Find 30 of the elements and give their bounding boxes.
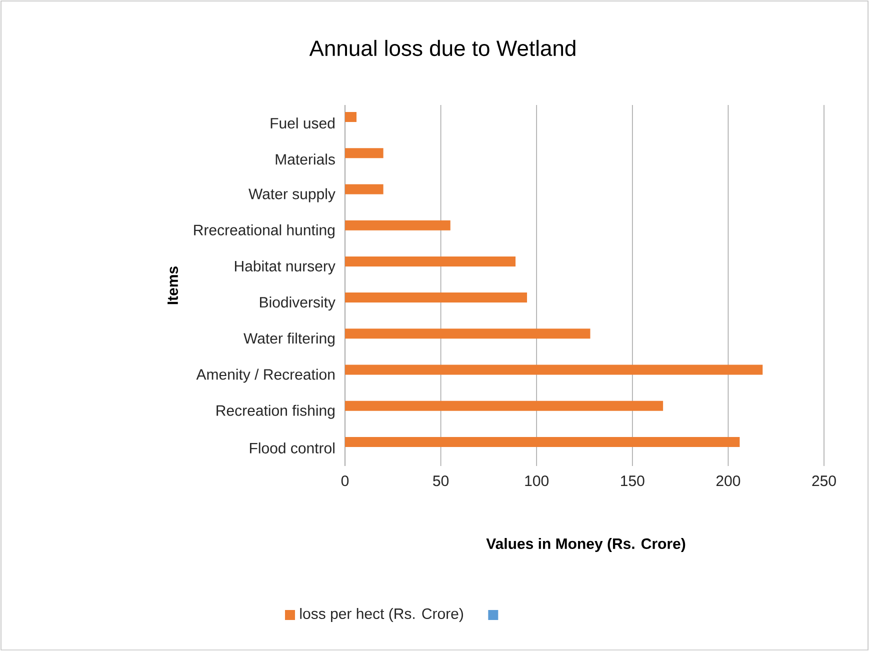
chart-title: Annual loss due to Wetland — [309, 40, 576, 56]
legend-label: loss per hect (Rs. Crore) — [300, 608, 464, 622]
y-tick-label: Water supply — [248, 188, 336, 202]
bar — [345, 400, 664, 411]
y-tick-label: Materials — [276, 154, 335, 165]
bar — [345, 292, 528, 303]
x-tick-label: 100 — [525, 476, 549, 486]
y-tick-label: Biodiversity — [260, 296, 336, 311]
bar — [345, 112, 356, 122]
x-tick-label: 200 — [716, 476, 740, 486]
bar — [345, 148, 384, 158]
y-tick-label: Recreation fishing — [216, 404, 334, 419]
bar — [345, 220, 450, 230]
x-axis-title: Values in Money (Rs. Crore) — [486, 538, 686, 552]
y-tick-label: Fuel used — [270, 118, 334, 129]
y-tick-label: Flood control — [250, 442, 334, 454]
x-tick-label: 250 — [812, 476, 836, 486]
y-tick-label: Rrecreational hunting — [194, 224, 334, 238]
x-tick-label: 150 — [621, 476, 644, 486]
x-tick-label: 0 — [341, 476, 349, 486]
bar — [345, 256, 516, 266]
bar — [345, 364, 763, 375]
bar — [345, 436, 740, 447]
y-axis-title: Items — [168, 266, 178, 304]
bar — [345, 328, 590, 339]
y-tick-label: Amenity / Recreation — [196, 368, 334, 383]
y-tick-label: Water filtering — [244, 332, 334, 347]
bar — [345, 184, 384, 194]
y-tick-label: Habitat nursery — [234, 260, 336, 274]
x-tick-label: 50 — [433, 476, 449, 486]
